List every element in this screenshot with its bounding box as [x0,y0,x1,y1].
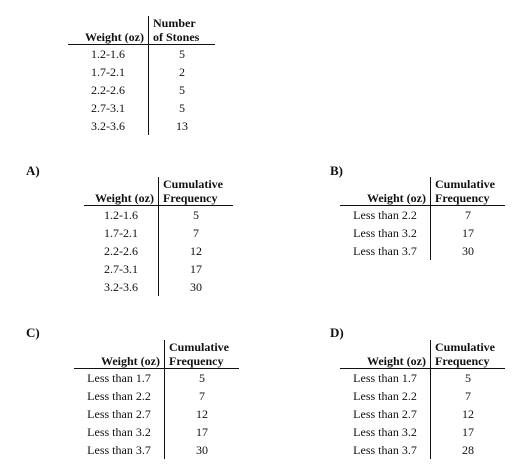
table-row: Less than 1.7 5 [340,368,505,387]
weight-cell: Less than 2.7 [340,405,431,423]
weight-column-header: Weight (oz) [68,16,149,45]
option-d-label[interactable]: D) [330,325,344,340]
count-cell: 5 [179,47,185,61]
table-row: Less than 2.7 12 [340,405,505,423]
count-cell: 13 [176,119,188,133]
count-cell: 17 [462,226,474,240]
table-row: Less than 3.7 30 [74,441,239,459]
count-cell: 30 [190,280,202,294]
count-cell: 17 [462,425,474,439]
count-cell: 7 [199,389,205,403]
count-cell: 2 [179,65,185,79]
weight-cell: 1.7-2.1 [84,224,159,242]
count-cell: 30 [462,244,474,258]
stone-weight-table: Weight (oz) Number of Stones 1.2-1.6 5 1.7-2.… [68,16,215,135]
weight-cell: 1.2-1.6 [68,44,149,63]
table-row: Less than 3.2 17 [340,423,505,441]
option-d-table[interactable]: Weight (oz) Cumulative Frequency Less than … [340,340,505,459]
count-cell: 5 [465,371,471,385]
table-row: 2.2-2.6 5 [68,81,215,99]
count-cell: 12 [196,407,208,421]
count-cell: 5 [179,101,185,115]
option-b-table[interactable]: Weight (oz) Cumulative Frequency Less than … [340,177,505,260]
count-column-header: Cumulative Frequency [430,177,505,206]
weight-cell: Less than 3.7 [340,242,431,260]
weight-column-header: Weight (oz) [74,340,165,369]
count-cell: 12 [190,244,202,258]
count-cell: 30 [196,443,208,457]
weight-cell: Less than 1.7 [340,368,431,387]
weight-cell: Less than 2.2 [340,387,431,405]
table-row: Less than 2.2 7 [340,387,505,405]
weight-cell: 1.7-2.1 [68,63,149,81]
count-cell: 5 [193,208,199,222]
weight-cell: Less than 2.2 [340,205,431,224]
header-row: Weight (oz) Cumulative Frequency [84,177,233,206]
header-row: Weight (oz) Cumulative Frequency [74,340,239,369]
table-row: 2.2-2.6 12 [84,242,233,260]
table-row: Less than 3.7 28 [340,441,505,459]
option-c-label[interactable]: C) [26,325,40,340]
count-column-header: Cumulative Frequency [430,340,505,369]
weight-cell: Less than 3.2 [74,423,165,441]
weight-cell: Less than 3.2 [340,224,431,242]
count-cell: 7 [193,226,199,240]
weight-cell: 2.7-3.1 [68,99,149,117]
weight-cell: 3.2-3.6 [68,117,149,135]
count-column-header: Cumulative Frequency [164,340,239,369]
count-cell: 5 [199,371,205,385]
weight-cell: Less than 1.7 [74,368,165,387]
table-row: 3.2-3.6 13 [68,117,215,135]
count-cell: 7 [465,389,471,403]
header-row: Weight (oz) Cumulative Frequency [340,177,505,206]
table-row: 3.2-3.6 30 [84,278,233,296]
weight-cell: Less than 3.7 [340,441,431,459]
table-row: Less than 2.2 7 [340,205,505,224]
option-b-label[interactable]: B) [330,163,343,178]
count-column-header: Cumulative Frequency [158,177,233,206]
weight-column-header: Weight (oz) [340,340,431,369]
count-column-header: Number of Stones [148,16,215,45]
weight-cell: 3.2-3.6 [84,278,159,296]
option-c-table[interactable]: Weight (oz) Cumulative Frequency Less than … [74,340,239,459]
option-a-label[interactable]: A) [26,163,40,178]
table-row: 2.7-3.1 5 [68,99,215,117]
header-row: Weight (oz) Cumulative Frequency [340,340,505,369]
weight-cell: 2.2-2.6 [84,242,159,260]
weight-cell: Less than 2.2 [74,387,165,405]
table-row: 2.7-3.1 17 [84,260,233,278]
weight-cell: Less than 3.2 [340,423,431,441]
count-cell: 17 [196,425,208,439]
count-cell: 12 [462,407,474,421]
weight-cell: Less than 2.7 [74,405,165,423]
table-row: 1.2-1.6 5 [84,205,233,224]
option-a-table[interactable]: Weight (oz) Cumulative Frequency 1.2-1.6 5 1.… [84,177,233,296]
weight-column-header: Weight (oz) [84,177,159,206]
header-row: Weight (oz) Number of Stones [68,16,215,45]
weight-cell: 2.7-3.1 [84,260,159,278]
weight-cell: Less than 3.7 [74,441,165,459]
count-cell: 17 [190,262,202,276]
table-row: 1.7-2.1 2 [68,63,215,81]
table-row: Less than 2.7 12 [74,405,239,423]
table-row: Less than 3.2 17 [74,423,239,441]
count-cell: 5 [179,83,185,97]
weight-column-header: Weight (oz) [340,177,431,206]
table-row: Less than 3.2 17 [340,224,505,242]
weight-cell: 1.2-1.6 [84,205,159,224]
weight-cell: 2.2-2.6 [68,81,149,99]
table-row: 1.7-2.1 7 [84,224,233,242]
count-cell: 7 [465,208,471,222]
table-row: Less than 1.7 5 [74,368,239,387]
count-cell: 28 [462,443,474,457]
table-row: Less than 2.2 7 [74,387,239,405]
table-row: Less than 3.7 30 [340,242,505,260]
table-row: 1.2-1.6 5 [68,44,215,63]
